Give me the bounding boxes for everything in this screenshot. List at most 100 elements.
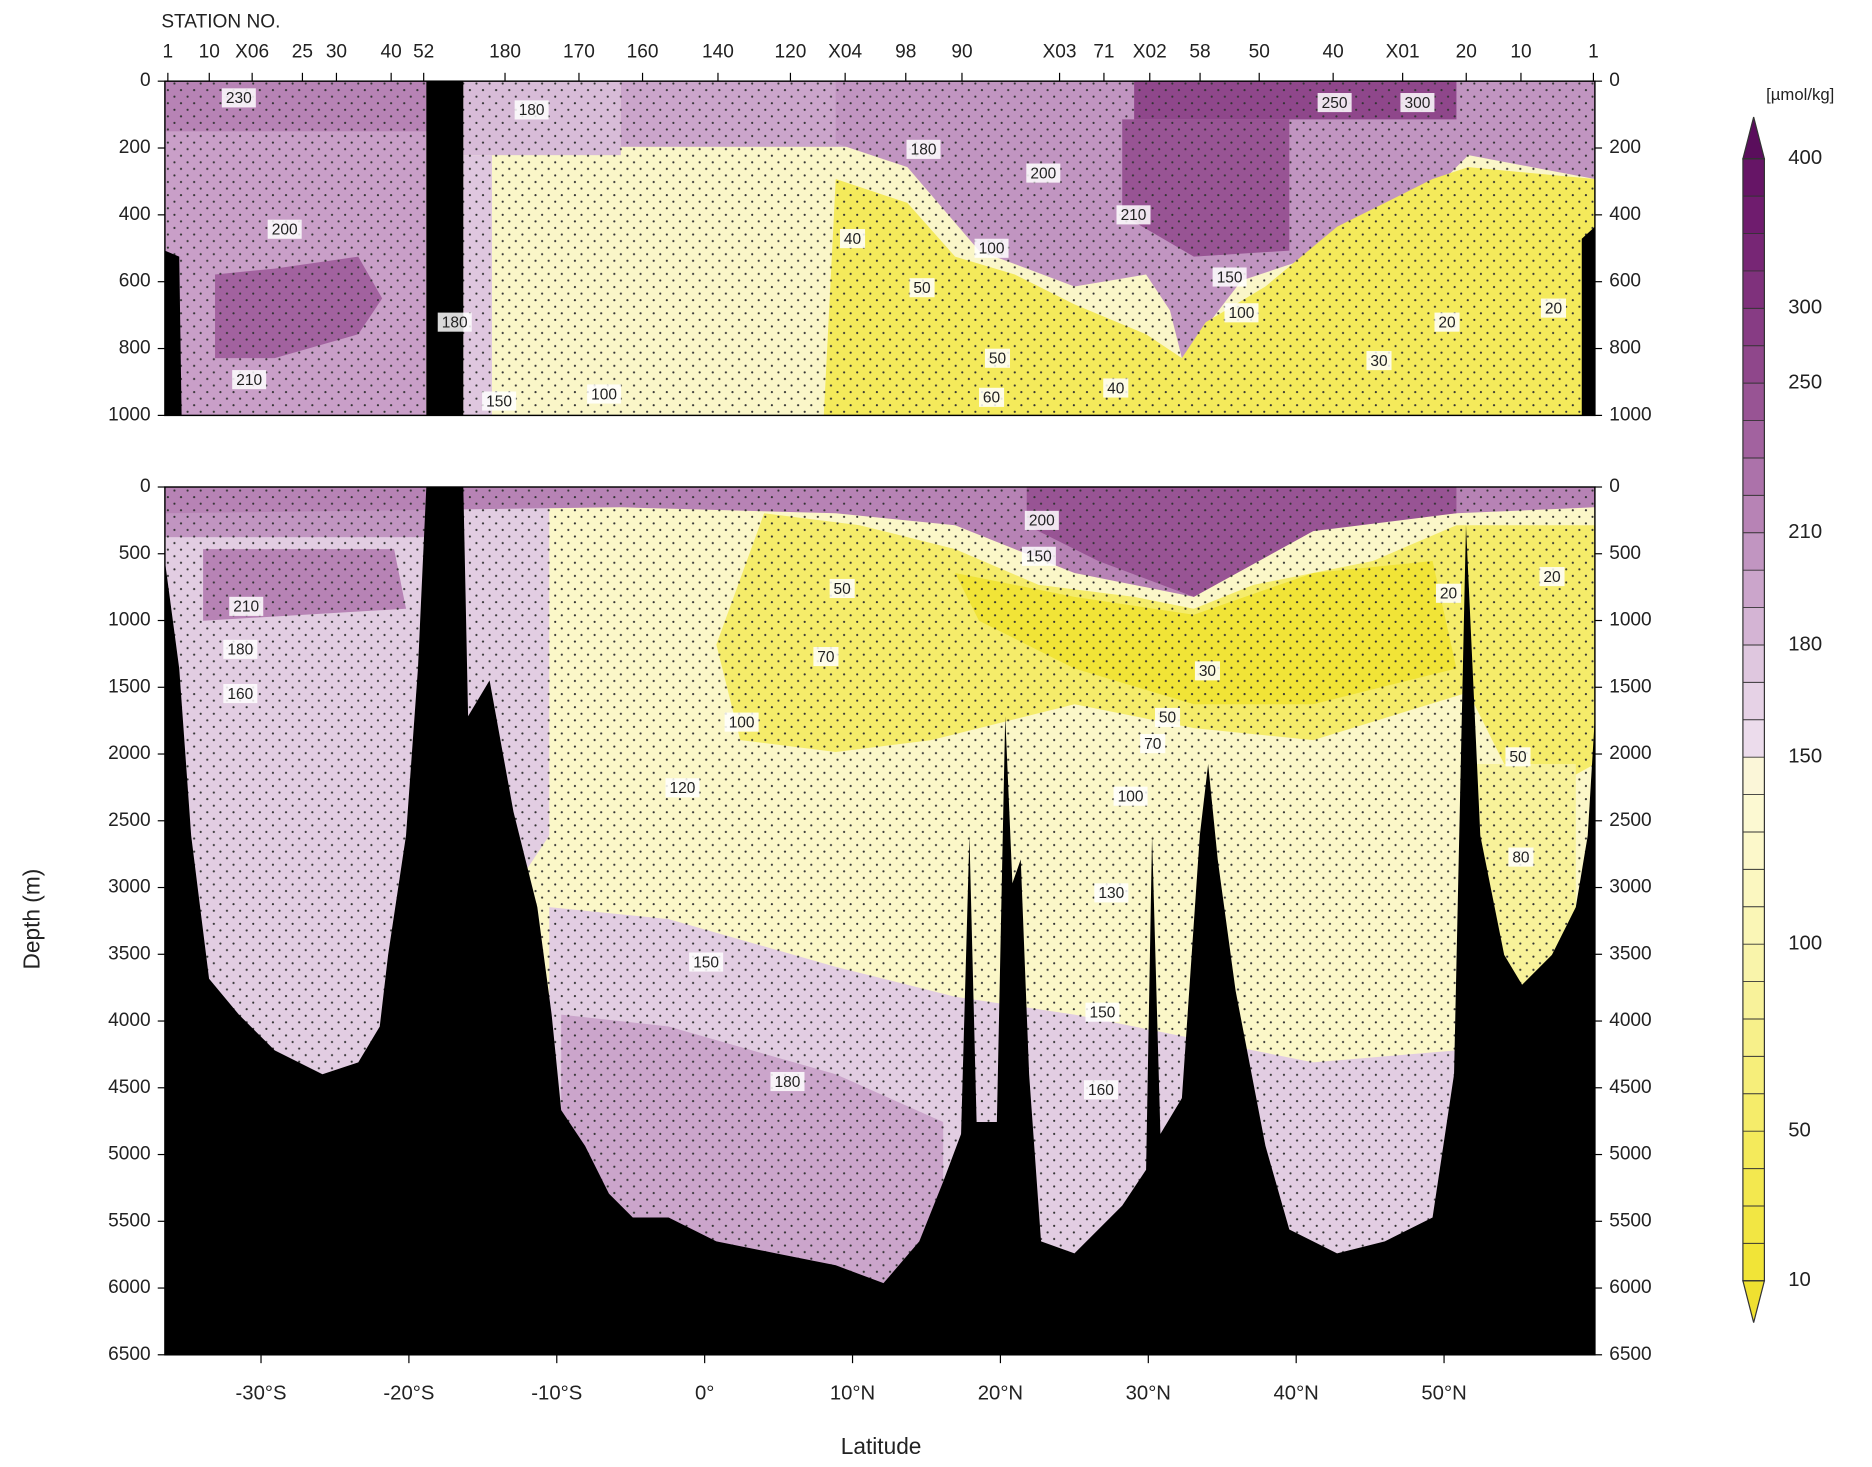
colorbar-bin (1742, 457, 1765, 496)
contour-label-box (1194, 661, 1220, 681)
x-tick-label: -10°S (531, 1383, 582, 1405)
colorbar-tick-label: 150 (1788, 746, 1822, 768)
y-tick-label: 600 (1609, 271, 1641, 292)
y-tick-label: 0 (1609, 476, 1620, 497)
colorbar-bin (1742, 719, 1765, 758)
y-tick-label: 3000 (1609, 877, 1651, 898)
contour-label-box (974, 238, 1009, 258)
y-tick-label: 1000 (1609, 404, 1651, 425)
station-label: X03 (1043, 42, 1077, 63)
x-tick-label: -20°S (383, 1383, 434, 1405)
y-tick-label: 4000 (1609, 1010, 1651, 1031)
colorbar-bin (1742, 1018, 1765, 1057)
contour-label-box (1224, 303, 1259, 323)
station-label: 20 (1456, 42, 1477, 63)
contour-label: 70 (1144, 736, 1162, 753)
contour-label-box (1539, 567, 1565, 587)
contour-label: 100 (729, 714, 755, 731)
contour-label: 80 (1512, 849, 1530, 866)
station-label: 10 (199, 42, 220, 63)
contour-label: 180 (911, 142, 937, 159)
station-label: 40 (381, 42, 402, 63)
station-label: 140 (702, 42, 734, 63)
y-axis-title: Depth (m) (19, 869, 45, 970)
contour-label-box (1212, 267, 1247, 287)
colorbar-bin (1742, 158, 1765, 197)
contour-label: 50 (913, 280, 931, 297)
contour-label-box (223, 683, 258, 704)
y-tick-label: 200 (1609, 137, 1641, 158)
x-tick-label: 20°N (978, 1383, 1023, 1405)
contour-label: 180 (227, 642, 253, 659)
contour-label-box (829, 578, 855, 599)
y-tick-label: 5500 (1609, 1210, 1651, 1231)
contour-label: 100 (1118, 788, 1144, 805)
contour-label: 150 (1026, 549, 1052, 566)
x-axis-title: Latitude (841, 1433, 922, 1459)
contour-label-box (1400, 93, 1435, 113)
contour-label-box (665, 778, 700, 798)
y-tick-label: 6000 (108, 1277, 150, 1298)
y-tick-label: 3500 (1609, 943, 1651, 964)
colorbar-under (1742, 1280, 1766, 1323)
y-tick-label: 2500 (1609, 810, 1651, 831)
colorbar-tick-label: 400 (1788, 147, 1822, 169)
contour-label: 50 (1159, 710, 1177, 727)
contour-label-box (1021, 546, 1056, 566)
contour-label-box (1154, 707, 1181, 727)
contour-label: 100 (979, 241, 1005, 258)
colorbar-bin (1742, 532, 1765, 571)
colorbar-bin (1742, 1131, 1765, 1169)
y-tick-label: 0 (1609, 70, 1620, 91)
colorbar-bin (1742, 607, 1765, 645)
contour-label: 30 (1370, 353, 1388, 370)
y-tick-label: 400 (1609, 204, 1641, 225)
contour-label: 120 (670, 780, 696, 797)
colorbar-bin (1742, 906, 1765, 945)
y-tick-label: 500 (119, 543, 151, 564)
contour-label-box (1103, 378, 1129, 398)
station-label: 98 (895, 42, 916, 63)
contour-label: 160 (1088, 1082, 1114, 1099)
contour-label: 210 (1121, 207, 1147, 224)
contour-label-box (587, 384, 622, 404)
y-tick-label: 1000 (1609, 610, 1651, 631)
contour-label-box (1116, 205, 1151, 225)
x-tick-label: -30°S (236, 1383, 287, 1405)
contour-label: 300 (1405, 95, 1431, 112)
station-label: X04 (828, 42, 862, 63)
station-label: 1 (1588, 42, 1599, 63)
station-label: 180 (489, 42, 521, 63)
colorbar-tick-label: 100 (1788, 933, 1822, 955)
y-tick-label: 1500 (1609, 676, 1651, 697)
top-frame (164, 80, 1596, 417)
station-label: 40 (1323, 42, 1344, 63)
colorbar-bin (1742, 1093, 1765, 1132)
colorbar-bin (1742, 196, 1765, 234)
contour-label-box (724, 712, 759, 732)
contour-label: 70 (817, 649, 835, 666)
colorbar-frame (1742, 158, 1765, 1282)
contour-label-box (770, 1071, 805, 1092)
contour-label: 20 (1545, 300, 1563, 317)
station-axis-title: STATION NO. (161, 12, 280, 33)
colorbar-bin (1742, 794, 1765, 832)
colorbar-bin (1742, 831, 1765, 870)
station-label: 10 (1510, 42, 1531, 63)
contour-label-box (689, 952, 724, 972)
x-tick-label: 10°N (830, 1383, 875, 1405)
contour-label: 60 (983, 390, 1001, 407)
contour-label-box (1505, 747, 1531, 767)
contour-label: 150 (1217, 269, 1243, 286)
contour-label: 20 (1543, 569, 1561, 586)
colorbar-bin (1742, 757, 1765, 795)
contour-label-box (906, 139, 941, 159)
contour-label: 50 (834, 581, 852, 598)
contour-label-box (267, 219, 302, 239)
y-tick-label: 5500 (108, 1210, 150, 1231)
y-tick-label: 6500 (108, 1344, 150, 1365)
contour-label-box (813, 647, 839, 667)
colorbar-over (1742, 116, 1766, 160)
contour-label-box (840, 229, 866, 249)
y-tick-label: 6000 (1609, 1277, 1651, 1298)
